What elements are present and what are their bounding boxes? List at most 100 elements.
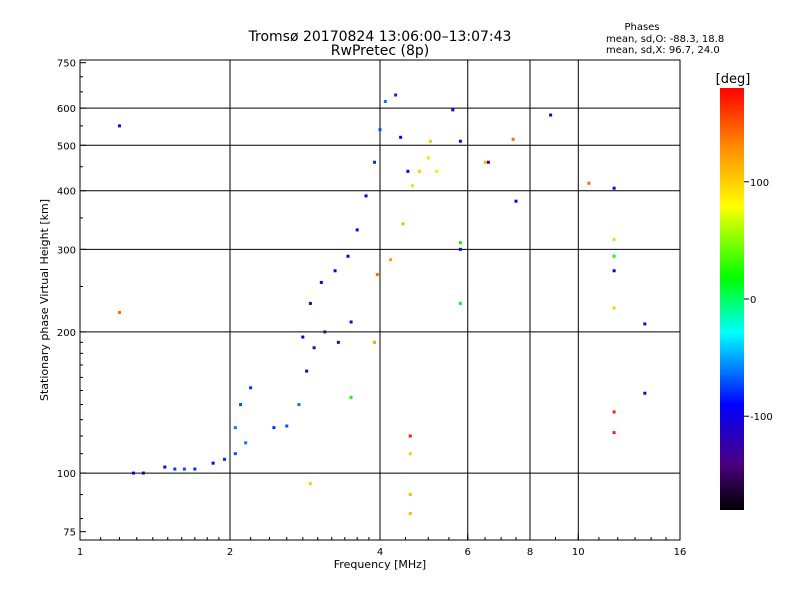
data-point xyxy=(435,169,439,173)
x-tick-label: 16 xyxy=(674,547,687,558)
data-point xyxy=(312,346,316,350)
data-point xyxy=(233,426,237,430)
colorbar-ticks: 100 0 -100 xyxy=(744,178,773,423)
data-point xyxy=(349,395,353,399)
data-point xyxy=(612,186,616,190)
data-point xyxy=(549,113,553,117)
data-point xyxy=(458,139,462,143)
y-tick-label: 400 xyxy=(57,187,76,198)
data-point xyxy=(408,452,412,456)
data-point xyxy=(486,160,490,164)
data-points xyxy=(117,93,647,516)
axis-ticks: 1 2 4 6 8 10 16 75 100 200 300 400 500 600 750 xyxy=(57,59,686,558)
data-point xyxy=(428,139,432,143)
data-point xyxy=(336,340,340,344)
grid-lines xyxy=(80,60,680,540)
data-point xyxy=(458,247,462,251)
x-tick-label: 1 xyxy=(77,547,83,558)
data-point xyxy=(612,431,616,435)
data-point xyxy=(458,241,462,245)
y-tick-label: 750 xyxy=(57,59,76,70)
data-point xyxy=(211,461,215,465)
data-point xyxy=(458,301,462,305)
y-tick-label: 75 xyxy=(63,528,76,539)
data-point xyxy=(244,441,248,445)
data-point xyxy=(182,467,186,471)
x-tick-label: 2 xyxy=(227,547,233,558)
data-point xyxy=(131,471,135,475)
data-point xyxy=(389,258,393,262)
data-point xyxy=(406,169,410,173)
data-point xyxy=(643,391,647,395)
data-point xyxy=(373,160,377,164)
y-tick-label: 500 xyxy=(57,141,76,152)
data-point xyxy=(323,330,327,334)
data-point xyxy=(408,493,412,497)
data-point xyxy=(319,280,323,284)
data-point xyxy=(408,512,412,516)
x-tick-label: 10 xyxy=(572,547,585,558)
data-point xyxy=(417,169,421,173)
data-point xyxy=(173,467,177,471)
data-point xyxy=(514,199,518,203)
data-point xyxy=(305,369,309,373)
data-point xyxy=(375,273,379,277)
y-axis-label: Stationary phase Virtual Height [km] xyxy=(38,199,51,401)
data-point xyxy=(117,124,121,128)
data-point xyxy=(249,386,253,390)
data-point xyxy=(394,93,398,97)
data-point xyxy=(355,228,359,232)
data-point xyxy=(333,269,337,273)
data-point xyxy=(408,434,412,438)
chart-title: Tromsø 20170824 13:06:00–13:07:43 xyxy=(248,29,512,45)
data-point xyxy=(193,467,197,471)
stats-line-x: mean, sd,X: 96.7, 24.0 xyxy=(606,45,720,56)
data-point xyxy=(451,108,455,112)
data-point xyxy=(411,184,415,188)
y-tick-label: 100 xyxy=(57,469,76,480)
data-point xyxy=(378,128,382,132)
data-point xyxy=(163,465,167,469)
data-point xyxy=(401,222,405,226)
data-point xyxy=(308,482,312,486)
data-point xyxy=(272,426,276,430)
y-tick-label: 200 xyxy=(57,328,76,339)
x-tick-label: 6 xyxy=(465,547,471,558)
colorbar-tick-label: -100 xyxy=(750,412,773,423)
data-point xyxy=(117,310,121,314)
data-point xyxy=(308,301,312,305)
data-point xyxy=(511,137,515,141)
data-point xyxy=(364,194,368,198)
data-point xyxy=(612,254,616,258)
stats-header: Phases xyxy=(624,22,659,33)
y-tick-label: 300 xyxy=(57,245,76,256)
colorbar-tick-label: 100 xyxy=(750,178,769,189)
data-point xyxy=(297,403,301,407)
stats-line-o: mean, sd,O: -88.3, 18.8 xyxy=(606,34,724,45)
data-point xyxy=(612,237,616,241)
data-point xyxy=(612,306,616,310)
colorbar-tick-label: 0 xyxy=(750,295,756,306)
data-point xyxy=(239,403,243,407)
colorbar xyxy=(720,88,744,510)
y-tick-label: 600 xyxy=(57,104,76,115)
data-point xyxy=(612,410,616,414)
data-point xyxy=(383,99,387,103)
data-point xyxy=(301,335,305,339)
data-point xyxy=(373,340,377,344)
data-point xyxy=(612,269,616,273)
x-tick-label: 4 xyxy=(377,547,383,558)
data-point xyxy=(233,452,237,456)
x-axis-label: Frequency [MHz] xyxy=(334,558,426,571)
data-point xyxy=(426,156,430,160)
colorbar-label: [deg] xyxy=(716,72,751,87)
data-point xyxy=(346,254,350,258)
data-point xyxy=(141,471,145,475)
chart-subtitle: RwPretec (8p) xyxy=(331,43,429,59)
data-point xyxy=(587,181,591,185)
data-point xyxy=(643,322,647,326)
data-point xyxy=(349,320,353,324)
data-point xyxy=(285,424,289,428)
data-point xyxy=(223,457,227,461)
